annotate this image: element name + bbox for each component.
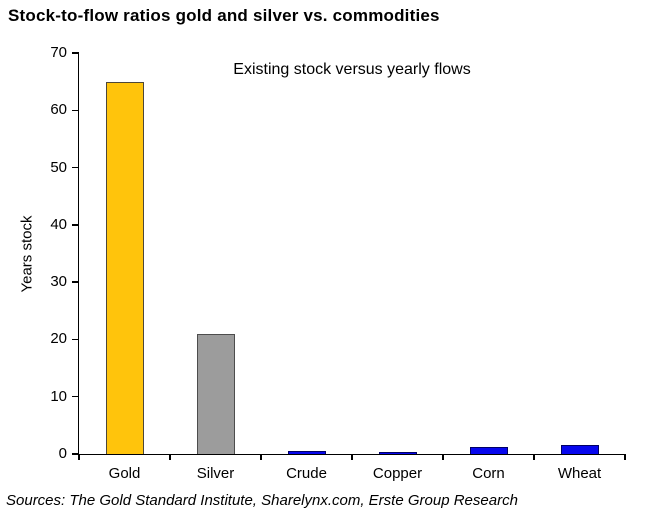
y-tick-mark	[72, 224, 79, 226]
x-tick-mark	[260, 454, 262, 460]
x-tick-mark	[351, 454, 353, 460]
chart-title: Stock-to-flow ratios gold and silver vs.…	[8, 6, 440, 25]
y-tick-mark	[72, 453, 79, 455]
y-tick-mark	[72, 166, 79, 169]
y-tick-mark	[72, 281, 79, 283]
x-tick-mark	[169, 454, 171, 460]
y-tick-mark	[72, 109, 79, 112]
y-tick-label: 40	[50, 215, 67, 233]
y-tick-label: 0	[58, 445, 67, 462]
source-note: Sources: The Gold Standard Institute, Sh…	[6, 492, 518, 509]
y-tick-label: 10	[50, 387, 67, 405]
y-tick-label: 70	[50, 44, 67, 61]
bar-wheat	[560, 444, 599, 454]
y-tick-label: 20	[50, 330, 67, 348]
x-tick-mark	[442, 454, 444, 460]
bar-copper	[378, 452, 417, 454]
y-tick-mark	[72, 395, 79, 398]
x-category-label-wheat: Wheat	[557, 465, 602, 482]
y-tick-label: 60	[50, 101, 67, 119]
chart-subtitle: Existing stock versus yearly flows	[233, 61, 471, 78]
x-category-label-corn: Corn	[472, 465, 505, 482]
x-category-label-crude: Crude	[286, 465, 327, 482]
x-category-label-copper: Copper	[372, 465, 423, 482]
plot-area: Existing stock versus yearly flows Years…	[19, 45, 626, 482]
y-tick-label: 30	[50, 273, 67, 291]
bar-gold	[105, 81, 144, 454]
bar-silver	[196, 333, 235, 454]
x-tick-mark	[533, 454, 535, 460]
x-category-label-silver: Silver	[196, 465, 235, 482]
y-tick-mark	[72, 338, 79, 341]
x-category-label-gold: Gold	[108, 465, 141, 482]
x-tick-mark	[624, 454, 626, 460]
y-tick-mark	[72, 52, 79, 54]
bar-crude	[287, 451, 326, 454]
bar-corn	[469, 446, 508, 454]
y-tick-label: 50	[50, 158, 67, 176]
x-tick-mark	[78, 454, 80, 460]
